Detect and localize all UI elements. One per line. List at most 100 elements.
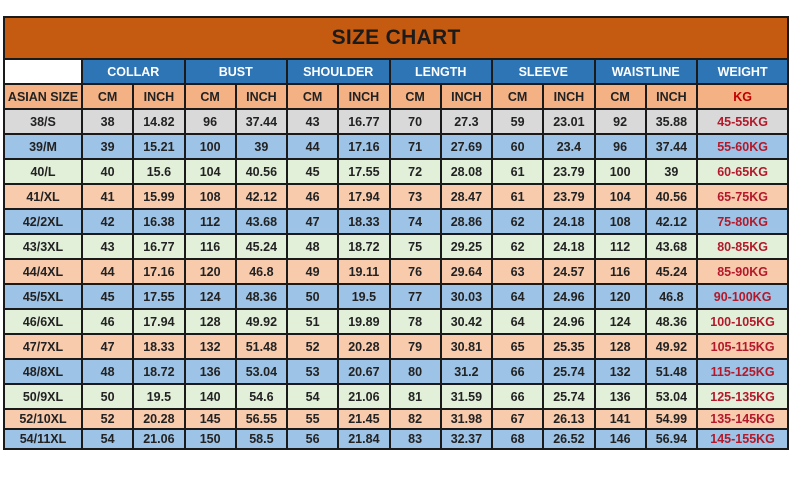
- sleeve-cm-cell: 64: [490, 308, 545, 335]
- waistline-cm-cell: 92: [593, 108, 647, 135]
- waistline-cm-cell: 96: [593, 133, 647, 160]
- collar-inch-cell: 16.38: [132, 208, 186, 235]
- group-header-collar: COLLAR: [81, 58, 186, 85]
- shoulder-cm-cell: 48: [285, 233, 340, 260]
- collar-inch-cell: 18.33: [132, 333, 186, 360]
- length-cm-cell: 74: [388, 208, 442, 235]
- sleeve-inch-cell: 25.74: [542, 383, 596, 410]
- waistline-inch-cell: 45.24: [644, 258, 699, 285]
- weight-cell: 65-75KG: [695, 183, 790, 210]
- waistline-cm-cell: 100: [593, 158, 647, 185]
- length-inch-cell: 28.08: [439, 158, 494, 185]
- sleeve-inch-cell: 23.01: [542, 108, 596, 135]
- shoulder-cm-cell: 49: [285, 258, 340, 285]
- shoulder-cm-cell: 54: [285, 383, 340, 410]
- collar-inch-cell: 21.06: [132, 428, 186, 450]
- collar-cm-cell: 52: [80, 408, 135, 430]
- unit-cm-header: CM: [388, 83, 442, 110]
- title-row: SIZE CHART: [2, 16, 790, 60]
- table-row: 42/2XL 42 16.38 112 43.68 47 18.33 74 28.86 62 24.…: [3, 208, 790, 235]
- collar-inch-cell: 15.21: [132, 133, 186, 160]
- unit-cm-header: CM: [490, 83, 545, 110]
- collar-inch-cell: 15.99: [132, 183, 186, 210]
- collar-inch-cell: 17.94: [132, 308, 186, 335]
- table-row: 43/3XL 43 16.77 116 45.24 48 18.72 75 29.25 62 24.…: [3, 233, 790, 260]
- shoulder-cm-cell: 50: [285, 283, 340, 310]
- sleeve-inch-cell: 26.13: [542, 408, 596, 430]
- length-cm-cell: 80: [388, 358, 442, 385]
- length-inch-cell: 27.69: [439, 133, 494, 160]
- size-cell: 42/2XL: [3, 208, 83, 235]
- shoulder-cm-cell: 52: [285, 333, 340, 360]
- shoulder-cm-cell: 51: [285, 308, 340, 335]
- waistline-inch-cell: 56.94: [644, 428, 699, 450]
- length-inch-cell: 30.42: [439, 308, 494, 335]
- table-row: 52/10XL 52 20.28 145 56.55 55 21.45 82 31.98 67 26…: [3, 408, 790, 430]
- size-cell: 46/6XL: [3, 308, 83, 335]
- unit-cm-header: CM: [593, 83, 647, 110]
- length-cm-cell: 82: [388, 408, 442, 430]
- shoulder-inch-cell: 18.72: [337, 233, 391, 260]
- length-cm-cell: 81: [388, 383, 442, 410]
- shoulder-inch-cell: 19.11: [337, 258, 391, 285]
- length-cm-cell: 72: [388, 158, 442, 185]
- unit-header-row: ASIAN SIZE CM INCH CM INCH CM INCH CM INCH CM INC…: [3, 83, 790, 110]
- sleeve-inch-cell: 23.4: [542, 133, 596, 160]
- measurement-header-row: COLLAR BUST SHOULDER LENGTH SLEEVE WAISTLINE W…: [3, 58, 790, 85]
- size-cell: 43/3XL: [3, 233, 83, 260]
- shoulder-inch-cell: 21.06: [337, 383, 391, 410]
- bust-cm-cell: 136: [183, 358, 237, 385]
- waistline-inch-cell: 35.88: [644, 108, 699, 135]
- bust-inch-cell: 56.55: [234, 408, 289, 430]
- bust-inch-cell: 42.12: [234, 183, 289, 210]
- sleeve-cm-cell: 65: [490, 333, 545, 360]
- waistline-cm-cell: 128: [593, 333, 647, 360]
- shoulder-inch-cell: 19.89: [337, 308, 391, 335]
- waistline-cm-cell: 124: [593, 308, 647, 335]
- shoulder-inch-cell: 20.28: [337, 333, 391, 360]
- shoulder-cm-cell: 46: [285, 183, 340, 210]
- unit-inch-header: INCH: [439, 83, 494, 110]
- size-cell: 52/10XL: [3, 408, 83, 430]
- table-row: 47/7XL 47 18.33 132 51.48 52 20.28 79 30.81 65 25.…: [3, 333, 790, 360]
- sleeve-cm-cell: 64: [490, 283, 545, 310]
- bust-cm-cell: 100: [183, 133, 237, 160]
- unit-inch-header: INCH: [542, 83, 596, 110]
- sleeve-inch-cell: 25.74: [542, 358, 596, 385]
- weight-cell: 45-55KG: [695, 108, 790, 135]
- weight-cell: 90-100KG: [695, 283, 790, 310]
- bust-inch-cell: 39: [234, 133, 289, 160]
- length-inch-cell: 32.37: [439, 428, 494, 450]
- length-inch-cell: 28.86: [439, 208, 494, 235]
- collar-cm-cell: 50: [80, 383, 135, 410]
- group-header-waistline: WAISTLINE: [593, 58, 698, 85]
- bust-cm-cell: 96: [183, 108, 237, 135]
- length-cm-cell: 77: [388, 283, 442, 310]
- bust-inch-cell: 45.24: [234, 233, 289, 260]
- size-cell: 39/M: [3, 133, 83, 160]
- sleeve-inch-cell: 23.79: [542, 183, 596, 210]
- sleeve-cm-cell: 62: [490, 208, 545, 235]
- bust-inch-cell: 49.92: [234, 308, 289, 335]
- length-cm-cell: 76: [388, 258, 442, 285]
- size-cell: 50/9XL: [3, 383, 83, 410]
- sleeve-cm-cell: 67: [490, 408, 545, 430]
- shoulder-inch-cell: 19.5: [337, 283, 391, 310]
- bust-inch-cell: 58.5: [234, 428, 289, 450]
- shoulder-inch-cell: 21.84: [337, 428, 391, 450]
- size-chart-table: SIZE CHART COLLAR BUST SHOULDER LENGTH SLEEV…: [2, 16, 790, 450]
- length-cm-cell: 79: [388, 333, 442, 360]
- size-cell: 44/4XL: [3, 258, 83, 285]
- bust-inch-cell: 37.44: [234, 108, 289, 135]
- shoulder-cm-cell: 53: [285, 358, 340, 385]
- sleeve-inch-cell: 24.18: [542, 208, 596, 235]
- weight-cell: 75-80KG: [695, 208, 790, 235]
- weight-cell: 60-65KG: [695, 158, 790, 185]
- weight-cell: 55-60KG: [695, 133, 790, 160]
- sleeve-cm-cell: 62: [490, 233, 545, 260]
- collar-inch-cell: 19.5: [132, 383, 186, 410]
- collar-inch-cell: 15.6: [132, 158, 186, 185]
- table-row: 41/XL 41 15.99 108 42.12 46 17.94 73 28.47 61 23.7…: [3, 183, 790, 210]
- size-cell: 48/8XL: [3, 358, 83, 385]
- collar-inch-cell: 20.28: [132, 408, 186, 430]
